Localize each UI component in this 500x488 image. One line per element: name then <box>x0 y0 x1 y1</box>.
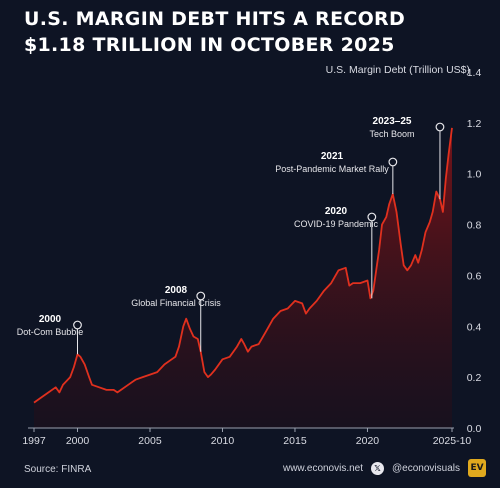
y-tick-label: 0.6 <box>467 270 482 282</box>
y-tick-label: 1.2 <box>467 118 482 130</box>
y-tick-label: 0.8 <box>467 220 482 232</box>
annotation-marker <box>367 212 377 222</box>
footer-credits: www.econovis.net 𝕏 @econovisuals EV <box>283 459 486 477</box>
x-logo-icon: 𝕏 <box>371 461 385 475</box>
annotation-year: 2000 <box>39 314 62 325</box>
annotation-label: COVID-19 Pandemic <box>294 219 379 229</box>
social-handle[interactable]: @econovisuals <box>392 462 460 474</box>
annotation-year: 2020 <box>325 206 348 217</box>
annotation-2020: 2020 COVID-19 Pandemic <box>294 206 379 299</box>
x-tick-label: 2020 <box>356 435 380 447</box>
chart-title: U.S. Margin Debt Hits a Record $1.18 Tri… <box>24 6 405 58</box>
x-tick-label: 2015 <box>283 435 307 447</box>
y-tick-label: 0.4 <box>467 321 482 333</box>
annotation-year: 2021 <box>321 151 344 162</box>
x-tick-label: 2000 <box>66 435 90 447</box>
annotation-marker <box>388 157 398 167</box>
area-fill <box>34 127 452 429</box>
y-tick-label: 0.0 <box>467 423 482 435</box>
x-tick-label: 2010 <box>211 435 235 447</box>
annotation-label: Tech Boom <box>369 129 414 139</box>
annotation-marker <box>196 291 206 301</box>
annotation-marker <box>73 320 82 330</box>
annotation-label: Post-Pandemic Market Rally <box>275 164 389 174</box>
title-line-1: U.S. Margin Debt Hits a Record <box>24 8 406 30</box>
website-link[interactable]: www.econovis.net <box>282 462 364 474</box>
annotation-marker <box>435 122 445 132</box>
title-line-2: $1.18 Trillion in October 2025 <box>24 34 395 56</box>
y-tick-label: 1.0 <box>467 169 482 181</box>
brand-logo-icon: EV <box>468 459 486 477</box>
annotation-2008: 2008 Global Financial Crisis <box>131 285 221 352</box>
x-tick-label: 2005 <box>138 435 162 447</box>
x-tick-label: 2025-10 <box>433 435 472 447</box>
y-axis-label: U.S. Margin Debt (Trillion US$) <box>325 64 470 76</box>
annotation-label: Global Financial Crisis <box>131 298 221 308</box>
x-tick-label: 1997 <box>22 435 46 447</box>
annotation-year: 2023–25 <box>373 116 412 127</box>
annotation-year: 2008 <box>165 285 188 296</box>
series-line <box>33 127 453 404</box>
source-note: Source: FINRA <box>24 464 92 475</box>
annotation-label: Dot-Com Bubble <box>17 327 84 337</box>
annotation-202325: 2023–25 Tech Boom <box>369 116 445 200</box>
y-tick-label: 1.4 <box>467 67 482 79</box>
annotation-2000: 2000 Dot-Com Bubble <box>17 314 84 355</box>
annotation-2021: 2021 Post-Pandemic Market Rally <box>275 151 398 195</box>
y-tick-label: 0.2 <box>467 372 482 384</box>
